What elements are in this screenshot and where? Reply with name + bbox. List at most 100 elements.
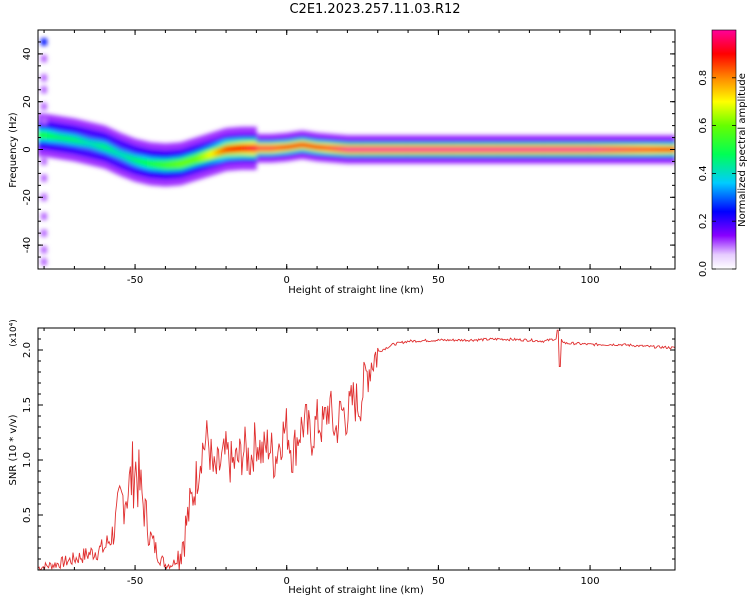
heatmap-noise-cell	[41, 258, 48, 266]
heatmap-cell	[568, 147, 573, 152]
bottom-y-tick-label: 0.5	[22, 507, 33, 523]
heatmap-cell	[532, 147, 536, 152]
top-x-axis-label: Height of straight line (km)	[288, 285, 424, 296]
heatmap-cell	[599, 147, 603, 152]
heatmap-cell	[571, 147, 576, 152]
heatmap-cell	[74, 136, 78, 144]
heatmap-cell	[335, 146, 339, 152]
heatmap-cell	[644, 147, 649, 152]
heatmap-cell	[329, 145, 333, 151]
heatmap-cell	[547, 147, 552, 152]
heatmap-cell	[656, 147, 661, 152]
heatmap-cell	[635, 147, 639, 152]
top-y-tick-label: 0	[22, 146, 33, 152]
top-y-axis-label: Frequency (Hz)	[8, 112, 19, 188]
heatmap-cell	[629, 147, 633, 152]
heatmap-noise-cell	[41, 246, 48, 254]
heatmap-cell	[311, 144, 315, 149]
heatmap-cell	[317, 144, 321, 150]
heatmap-cell	[153, 160, 157, 168]
heatmap-cell	[665, 147, 670, 152]
heatmap-cell	[520, 147, 524, 152]
heatmap-cell	[189, 156, 194, 165]
heatmap-cell	[50, 132, 54, 140]
heatmap-cell	[596, 147, 600, 152]
top-x-tick-label: -50	[127, 275, 143, 286]
top-x-tick-label: 0	[284, 275, 290, 286]
heatmap-cell	[138, 157, 142, 165]
heatmap-noise-cell	[41, 117, 48, 125]
heatmap-noise-cell	[41, 174, 48, 182]
heatmap-cell	[541, 147, 545, 152]
heatmap-cell	[320, 145, 324, 150]
heatmap-cell	[204, 152, 209, 160]
heatmap-cell	[119, 151, 124, 159]
heatmap-cell	[56, 133, 60, 141]
heatmap-cell	[347, 147, 351, 152]
heatmap-cell	[493, 147, 497, 152]
heatmap-noise-cell	[41, 193, 48, 201]
heatmap-cell	[314, 144, 318, 150]
heatmap-cell	[332, 146, 336, 151]
heatmap-cell	[104, 144, 109, 152]
heatmap-cell	[292, 143, 297, 149]
heatmap-noise-cell	[41, 74, 48, 82]
heatmap-cell	[411, 147, 415, 152]
heatmap-cell	[135, 157, 139, 165]
heatmap-cell	[662, 147, 667, 152]
bottom-y-axis-label: SNR (10 * v/v)	[8, 414, 19, 485]
heatmap-cell	[307, 143, 312, 149]
heatmap-cell	[338, 146, 342, 152]
heatmap-cell	[444, 147, 448, 152]
colorbar-tick-label: 0.2	[698, 213, 709, 229]
heatmap-cell	[535, 147, 539, 152]
heatmap-cell	[450, 147, 454, 152]
heatmap-cell	[229, 145, 233, 153]
heatmap-cell	[590, 147, 594, 152]
heatmap-cell	[623, 147, 627, 152]
heatmap-noise-cell	[41, 55, 48, 63]
heatmap-cell	[262, 145, 266, 151]
heatmap-noise-cell	[41, 102, 48, 111]
heatmap-cell	[420, 147, 424, 152]
heatmap-cell	[359, 147, 363, 152]
heatmap-cell	[447, 147, 451, 152]
heatmap-cell	[408, 147, 412, 152]
heatmap-cell	[210, 150, 215, 158]
heatmap-cell	[577, 147, 582, 152]
heatmap-cell	[268, 145, 272, 151]
heatmap-cell	[144, 159, 148, 167]
heatmap-cell	[395, 147, 400, 152]
heatmap-cell	[499, 147, 503, 152]
heatmap-cell	[489, 147, 494, 152]
heatmap-cell	[95, 141, 100, 149]
heatmap-cell	[402, 147, 406, 152]
heatmap-cell	[477, 147, 482, 152]
top-y-tick-label: -20	[22, 189, 33, 205]
heatmap-cell	[86, 139, 90, 147]
heatmap-cell	[480, 147, 485, 152]
heatmap-cell	[647, 147, 652, 152]
heatmap-cell	[216, 148, 221, 156]
spectrogram-panel: -50 0 50 100 -40 -20 0 20 40 Height of straight …	[8, 29, 676, 296]
top-axes: -50 0 50 100 -40 -20 0 20 40	[22, 30, 675, 286]
heatmap-cell	[389, 147, 394, 152]
heatmap-cell	[286, 144, 291, 150]
heatmap-cell	[241, 144, 245, 152]
heatmap-cell	[538, 147, 542, 152]
heatmap-cell	[271, 145, 275, 151]
heatmap-cell	[162, 161, 166, 169]
heatmap-cell	[259, 145, 263, 151]
heatmap-cell	[641, 147, 646, 152]
heatmap-cell	[232, 145, 236, 153]
heatmap-cell	[192, 155, 197, 164]
heatmap-cell	[174, 160, 178, 168]
heatmap-cell	[496, 147, 500, 152]
heatmap-noise-cell	[41, 157, 48, 166]
heatmap-cell	[247, 144, 251, 152]
heatmap-cell	[602, 147, 606, 152]
bottom-y-tick-label: 1.0	[22, 452, 33, 468]
top-x-tick-label: 50	[432, 275, 445, 286]
heatmap-cell	[132, 156, 136, 164]
heatmap-cell	[505, 147, 509, 152]
